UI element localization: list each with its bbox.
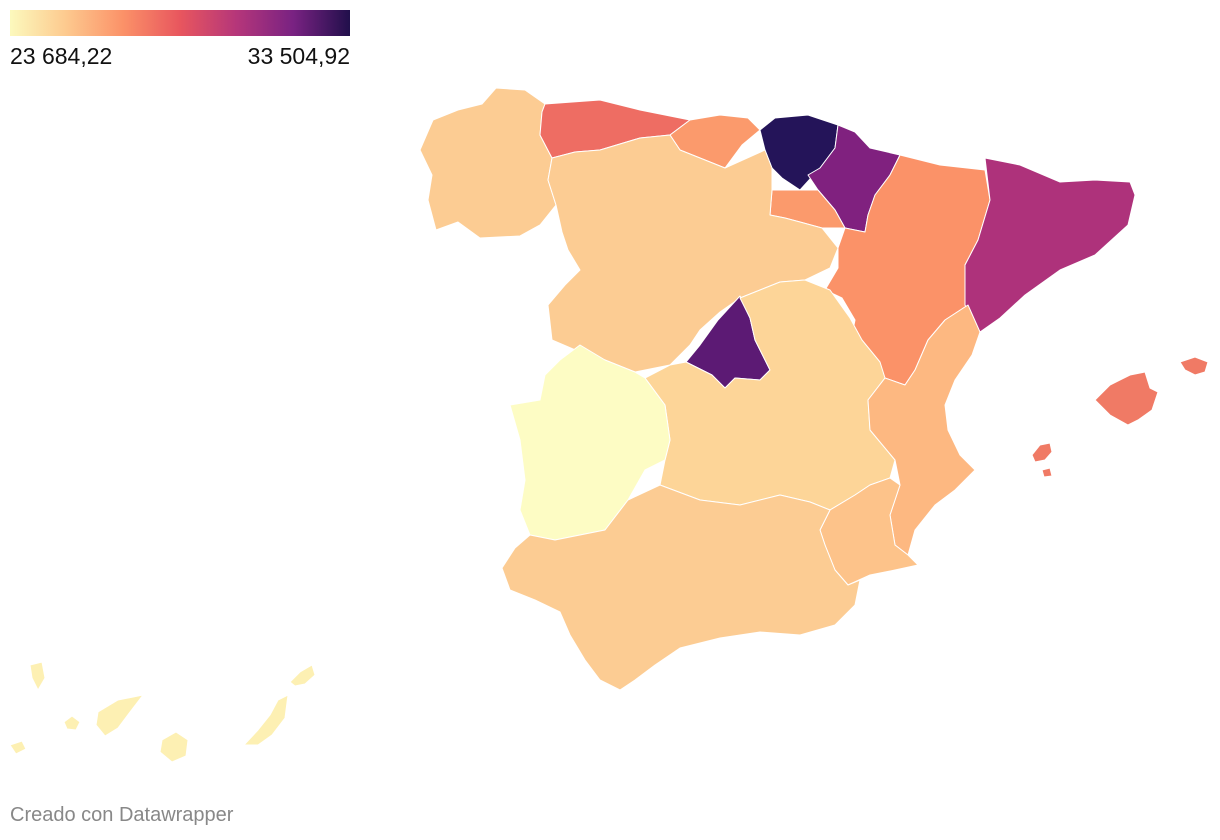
region-galicia[interactable]: [419, 87, 557, 239]
region-cataluna[interactable]: [964, 157, 1136, 333]
legend-min-label: 23 684,22: [10, 43, 113, 69]
region-canarias-la-gomera[interactable]: [63, 715, 81, 731]
region-baleares-menorca[interactable]: [1179, 356, 1209, 376]
region-canarias-tenerife[interactable]: [95, 694, 144, 737]
datawrapper-credit: Creado con Datawrapper: [10, 804, 234, 826]
region-canarias-gran-canaria[interactable]: [159, 731, 189, 763]
region-canarias-el-hierro[interactable]: [9, 740, 27, 755]
region-canarias-la-palma[interactable]: [29, 661, 46, 691]
color-legend: 23 684,22 33 504,92: [10, 10, 350, 73]
region-canarias-lanzarote[interactable]: [289, 664, 316, 687]
region-baleares-mallorca[interactable]: [1094, 371, 1159, 426]
legend-max-label: 33 504,92: [247, 43, 350, 69]
region-comunidad-valenciana[interactable]: [867, 304, 981, 556]
region-canarias-fuerteventura[interactable]: [243, 694, 289, 746]
region-baleares-formentera[interactable]: [1041, 467, 1053, 478]
legend-gradient-bar: [10, 10, 350, 36]
region-baleares-ibiza[interactable]: [1031, 442, 1053, 463]
region-andalucia[interactable]: [501, 484, 861, 691]
